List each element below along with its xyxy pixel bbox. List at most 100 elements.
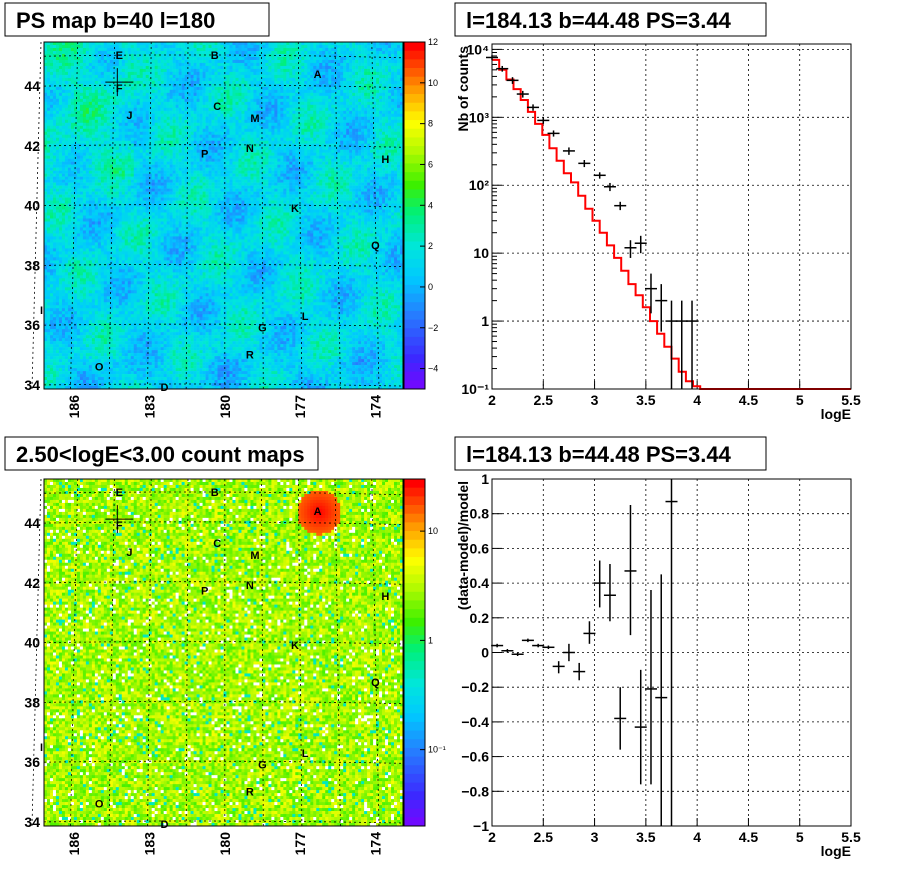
heatmap-cell <box>44 158 48 162</box>
heatmap-cell <box>100 101 105 106</box>
heatmap-cell <box>304 137 308 142</box>
heatmap-cell <box>184 116 188 121</box>
heatmap-cell <box>175 143 179 147</box>
heatmap-cell <box>157 101 161 106</box>
heatmap-cell <box>391 119 395 124</box>
heatmap-cell <box>67 119 72 124</box>
heatmap-cell <box>232 95 236 100</box>
heatmap-cell <box>70 80 75 85</box>
heatmap-cell <box>151 42 155 46</box>
heatmap-cell <box>172 119 176 124</box>
heatmap-cell <box>61 80 66 85</box>
heatmap-cell <box>172 161 176 165</box>
heatmap-cell <box>52 80 57 85</box>
heatmap-cell <box>124 77 129 82</box>
heatmap-cell <box>187 80 191 85</box>
heatmap-cell <box>82 146 87 150</box>
heatmap-cell <box>253 71 257 76</box>
heatmap-cell <box>103 42 108 46</box>
heatmap-cell <box>373 44 377 49</box>
heatmap-cell <box>133 50 138 55</box>
heatmap-cell <box>253 152 257 156</box>
heatmap-cell <box>169 137 173 142</box>
heatmap-cell <box>202 59 206 64</box>
heatmap-cell <box>178 110 182 115</box>
heatmap-cell <box>235 125 239 130</box>
heatmap-cell <box>379 56 383 61</box>
heatmap-cell <box>385 50 389 55</box>
heatmap-cell <box>202 98 206 103</box>
heatmap-cell <box>181 143 185 147</box>
heatmap-cell <box>373 113 377 118</box>
heatmap-cell <box>397 68 401 73</box>
heatmap-cell <box>298 122 302 127</box>
heatmap-cell <box>76 125 81 130</box>
heatmap-cell <box>265 44 269 49</box>
heatmap-cell <box>118 134 123 139</box>
heatmap-cell <box>349 104 353 109</box>
heatmap-cell <box>154 104 158 109</box>
heatmap-cell <box>208 59 212 64</box>
heatmap-cell <box>331 65 335 70</box>
heatmap-cell <box>100 116 105 121</box>
heatmap-cell <box>373 122 377 127</box>
heatmap-cell <box>277 47 281 52</box>
heatmap-cell <box>379 62 383 67</box>
heatmap-cell <box>394 107 398 112</box>
heatmap-cell <box>154 137 158 142</box>
heatmap-cell <box>79 92 84 97</box>
heatmap-cell <box>124 65 129 70</box>
heatmap-cell <box>187 107 191 112</box>
heatmap-cell <box>346 98 350 103</box>
heatmap-cell <box>226 119 230 124</box>
heatmap-cell <box>382 92 386 97</box>
heatmap-cell <box>52 119 57 124</box>
heatmap-cell <box>139 128 144 133</box>
heatmap-cell <box>109 116 114 121</box>
heatmap-cell <box>346 101 350 106</box>
heatmap-cell <box>400 47 404 52</box>
heatmap-cell <box>286 89 290 94</box>
heatmap-cell <box>118 83 123 88</box>
heatmap-cell <box>64 86 69 91</box>
heatmap-cell <box>196 44 200 49</box>
heatmap-cell <box>307 161 311 165</box>
heatmap-cell <box>259 95 263 100</box>
heatmap-cell <box>196 155 200 159</box>
heatmap-cell <box>319 71 323 76</box>
heatmap-cell <box>58 89 63 94</box>
heatmap-cell <box>298 137 302 142</box>
heatmap-cell <box>316 131 320 136</box>
heatmap-cell <box>79 140 84 145</box>
heatmap-cell <box>253 122 257 127</box>
heatmap-cell <box>109 155 114 159</box>
heatmap-cell <box>292 104 296 109</box>
heatmap-cell <box>313 101 317 106</box>
heatmap-cell <box>352 119 356 124</box>
heatmap-cell <box>235 71 239 76</box>
heatmap-cell <box>136 128 141 133</box>
heatmap-cell <box>88 119 93 124</box>
heatmap-cell <box>382 149 386 153</box>
heatmap-cell <box>271 71 275 76</box>
heatmap-cell <box>379 95 383 100</box>
heatmap-cell <box>127 89 132 94</box>
heatmap-cell <box>76 119 81 124</box>
heatmap-cell <box>172 95 176 100</box>
heatmap-cell <box>346 158 350 162</box>
heatmap-cell <box>367 125 371 130</box>
heatmap-cell <box>46 65 51 70</box>
heatmap-cell <box>388 50 392 55</box>
heatmap-cell <box>160 62 164 67</box>
heatmap-cell <box>316 53 320 58</box>
heatmap-cell <box>283 113 287 118</box>
heatmap-cell <box>58 122 63 127</box>
heatmap-cell <box>79 68 84 73</box>
heatmap-cell <box>142 53 147 58</box>
heatmap-cell <box>376 50 380 55</box>
heatmap-cell <box>211 119 215 124</box>
heatmap-cell <box>250 146 254 150</box>
heatmap-cell <box>349 155 353 159</box>
heatmap-cell <box>253 62 257 67</box>
heatmap-cell <box>178 119 182 124</box>
